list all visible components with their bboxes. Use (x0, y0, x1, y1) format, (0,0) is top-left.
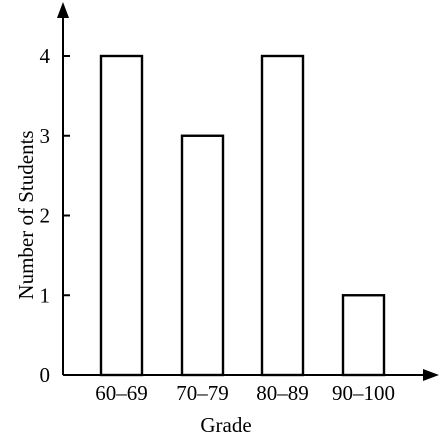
bar-80–89 (260, 54, 305, 377)
y-axis-title: Number of Students (14, 130, 38, 299)
x-axis-title: Grade (200, 413, 251, 437)
x-axis-arrow (423, 369, 439, 381)
y-tick-label-4: 4 (40, 44, 51, 68)
bar-60–69 (99, 54, 144, 377)
y-tick-label-1: 1 (40, 283, 51, 307)
y-ticks-group: 0 1 2 3 4 (40, 44, 70, 387)
bars-group (99, 54, 386, 377)
x-tick-label-80–89: 80–89 (256, 381, 309, 405)
y-tick-label-3: 3 (40, 124, 51, 148)
bar-90–100 (341, 294, 386, 377)
y-tick-label-2: 2 (40, 204, 51, 228)
x-tick-label-90–100: 90–100 (332, 381, 395, 405)
y-tick-label-0: 0 (40, 363, 51, 387)
x-labels-group: 60–69 70–79 80–89 90–100 (95, 381, 395, 405)
bar-70–79 (180, 134, 225, 377)
x-tick-label-60–69: 60–69 (95, 381, 148, 405)
x-tick-label-70–79: 70–79 (176, 381, 229, 405)
y-axis-arrow (57, 2, 69, 18)
